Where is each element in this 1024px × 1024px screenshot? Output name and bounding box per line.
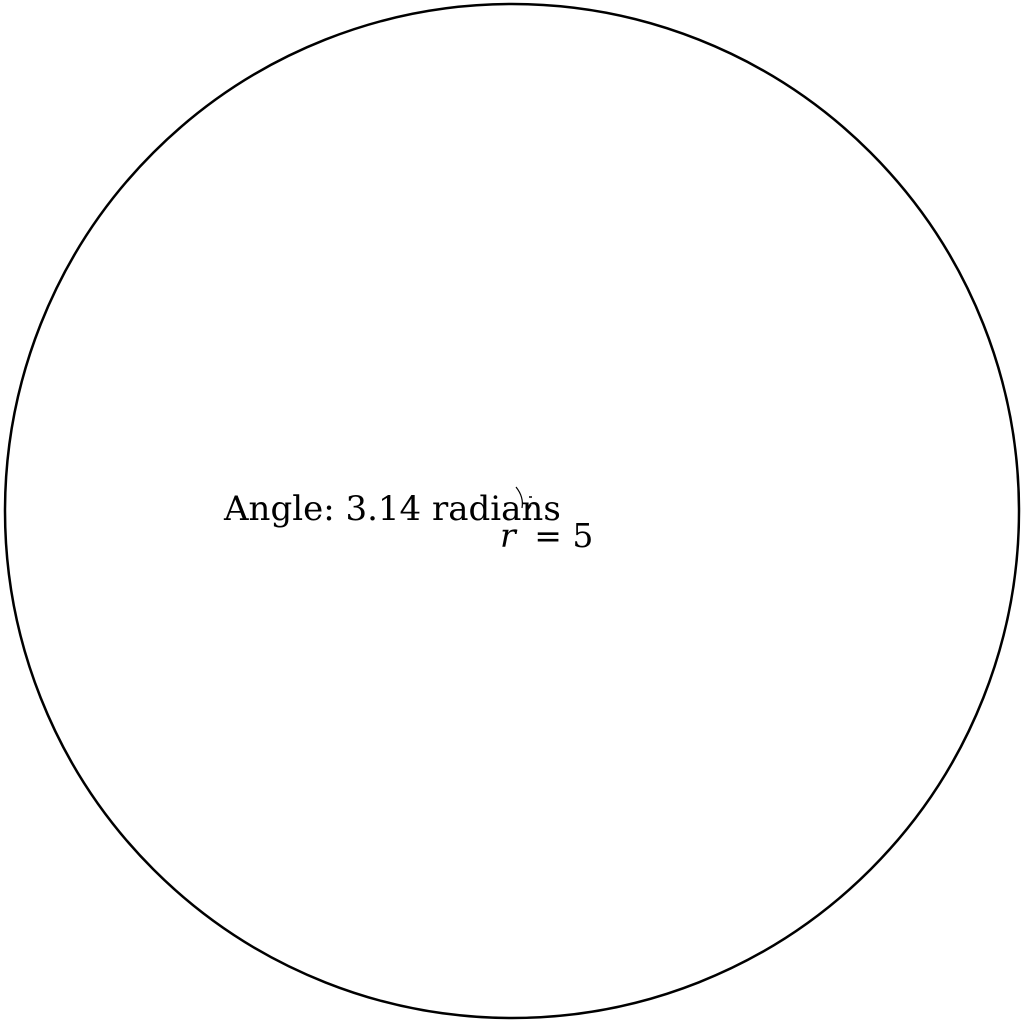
angle-arc-mark — [515, 486, 523, 509]
radius-value: = 5 — [534, 516, 593, 555]
radius-variable: r — [500, 516, 518, 555]
angle-label: Angle: 3.14 radians — [223, 489, 561, 529]
circle-outline — [3, 2, 1021, 1020]
angle-tick-mark — [526, 496, 532, 512]
radius-label: r = 5 — [500, 516, 593, 555]
